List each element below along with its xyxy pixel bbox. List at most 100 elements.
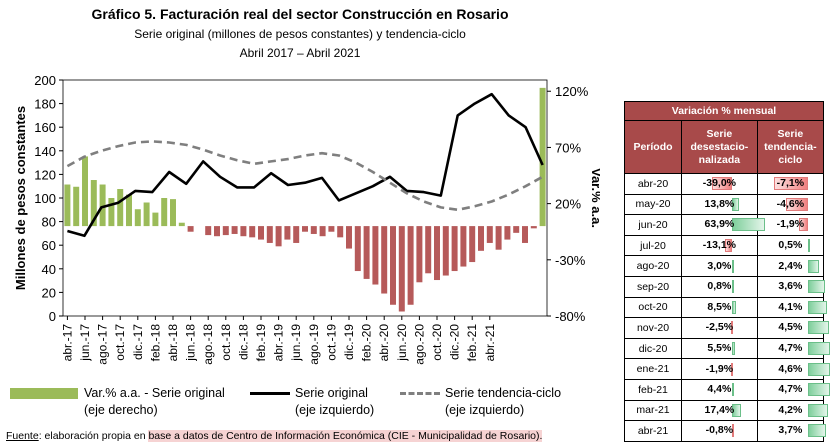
bar-yoy bbox=[258, 226, 264, 240]
y2-tick-label: 120% bbox=[555, 84, 589, 99]
col-trend-header: Serie tendencia-ciclo bbox=[756, 120, 825, 174]
trend-databar bbox=[807, 239, 811, 253]
chart-title: Gráfico 5. Facturación real del sector C… bbox=[91, 6, 509, 22]
desest-databar bbox=[731, 362, 734, 376]
table-row: feb-21 4,4% 4,7% bbox=[624, 378, 831, 401]
bar-yoy bbox=[284, 226, 291, 240]
trend-databar bbox=[807, 403, 828, 417]
trend-value: -1,9% bbox=[776, 218, 805, 231]
desest-value: -2,5% bbox=[705, 321, 734, 334]
table-caption: Variación % mensual bbox=[624, 101, 824, 121]
desest-databar bbox=[711, 177, 732, 191]
row-desest: 13,8% bbox=[681, 193, 758, 216]
table-row: nov-20 -2,5% 4,5% bbox=[624, 317, 830, 339]
footer-label: Fuente bbox=[6, 430, 39, 442]
table-row: mar-21 17,4% 4,2% bbox=[624, 399, 828, 422]
y-tick-label: 40 bbox=[42, 262, 56, 277]
footer-text: : elaboración propia en bbox=[38, 430, 149, 442]
y2-tick-label: -30% bbox=[555, 253, 586, 268]
line-serie-original bbox=[67, 92, 544, 238]
row-desest: -0,8% bbox=[681, 420, 758, 442]
trend-value: 4,6% bbox=[778, 362, 803, 375]
x-tick-label: jun.-18 bbox=[184, 324, 198, 362]
row-trend: 4,7% bbox=[756, 378, 831, 401]
row-desest: 4,4% bbox=[681, 378, 758, 401]
bar-yoy bbox=[354, 226, 361, 272]
row-period: mar-21 bbox=[624, 399, 682, 422]
y-tick-label: 100 bbox=[34, 191, 56, 206]
desest-databar bbox=[725, 239, 732, 253]
row-period: ene-21 bbox=[624, 358, 682, 380]
col-desest-header: Serie desestacio-nalizada bbox=[681, 120, 758, 174]
table-row: abr-20 -39,0% -7,1% bbox=[624, 173, 825, 195]
row-period: feb-21 bbox=[624, 378, 682, 401]
y2-tick-label: -80% bbox=[555, 309, 586, 324]
bar-yoy bbox=[328, 226, 335, 232]
bar-yoy bbox=[64, 184, 71, 227]
x-tick-label: jun.-20 bbox=[395, 324, 409, 362]
desest-value: -13,1% bbox=[702, 239, 737, 252]
bar-yoy bbox=[170, 199, 176, 227]
trend-value: 3,6% bbox=[778, 280, 803, 293]
y-tick-label: 200 bbox=[34, 73, 56, 88]
trend-databar bbox=[807, 383, 831, 397]
legend-trend-label-2: (eje izquierdo) bbox=[445, 403, 525, 417]
x-tick-label: feb.-19 bbox=[254, 324, 268, 362]
row-trend: 2,4% bbox=[756, 255, 825, 277]
bar-yoy bbox=[73, 186, 80, 227]
trend-value: 4,5% bbox=[778, 321, 803, 334]
row-desest: -1,9% bbox=[681, 358, 758, 380]
bar-yoy bbox=[381, 226, 388, 294]
trend-databar bbox=[785, 197, 808, 211]
x-tick-label: oct.-18 bbox=[219, 324, 233, 361]
bar-yoy bbox=[187, 226, 194, 232]
bar-yoy bbox=[434, 226, 440, 281]
trend-databar bbox=[807, 300, 828, 314]
bar-yoy bbox=[126, 194, 132, 227]
table-row: sep-20 0,8% 3,6% bbox=[624, 275, 826, 298]
row-trend: 4,5% bbox=[756, 317, 830, 339]
row-period: jun-20 bbox=[624, 214, 682, 236]
row-trend: -4,6% bbox=[756, 193, 825, 216]
x-tick-label: ago.-20 bbox=[412, 324, 426, 365]
x-tick-label: abr.-21 bbox=[483, 324, 497, 362]
bar-yoy bbox=[214, 226, 220, 237]
desest-value: 17,4% bbox=[704, 403, 735, 416]
bar-yoy bbox=[134, 209, 141, 227]
x-tick-label: abr.-20 bbox=[377, 324, 391, 362]
combo-chart: 0 20 40 60 80 100 120 140 160 180 200 -80% -30% 20% 70… bbox=[13, 73, 600, 365]
row-trend: 3,7% bbox=[756, 420, 826, 442]
bar-yoy bbox=[310, 226, 317, 234]
x-tick-label: dic.-18 bbox=[236, 324, 250, 360]
desest-databar bbox=[732, 218, 765, 232]
bar-yoy bbox=[222, 226, 229, 236]
y-tick-label: 180 bbox=[34, 97, 56, 112]
bar-yoy bbox=[442, 226, 449, 276]
monthly-variation-table: Variación % mensual Período Serie desest… bbox=[624, 101, 831, 442]
row-desest: 63,9% bbox=[681, 214, 765, 236]
bar-yoy bbox=[425, 226, 432, 274]
trend-databar bbox=[773, 177, 808, 191]
legend-bar-label-2: (eje derecho) bbox=[84, 403, 158, 417]
x-tick-label: abr.-18 bbox=[166, 324, 180, 362]
table-row: jun-20 63,9% -1,9% bbox=[624, 214, 825, 236]
desest-value: -1,9% bbox=[705, 362, 734, 375]
row-period: dic-20 bbox=[624, 337, 682, 360]
legend-bar-label-1: Var.% a.a. - Serie original bbox=[84, 386, 225, 400]
legend-line-label-1: Serie original bbox=[295, 386, 368, 400]
trend-value: 4,7% bbox=[778, 383, 803, 396]
bar-yoy bbox=[486, 226, 493, 243]
x-tick-label: feb.-18 bbox=[148, 324, 162, 362]
desest-value: -39,0% bbox=[702, 177, 737, 190]
row-period: abr-21 bbox=[624, 420, 682, 442]
table-row: abr-21 -0,8% 3,7% bbox=[624, 420, 826, 442]
line-serie-tendencia bbox=[66, 140, 544, 212]
y2-tick-label: 20% bbox=[555, 197, 581, 212]
legend-trend-label-1: Serie tendencia-ciclo bbox=[445, 386, 562, 400]
footer-highlight: base a datos de Centro de Información Ec… bbox=[148, 430, 543, 442]
bar-yoy bbox=[372, 226, 379, 285]
row-period: sep-20 bbox=[624, 275, 682, 298]
row-period: jul-20 bbox=[624, 234, 682, 257]
y2-axis-title: Var.% a.a. bbox=[589, 168, 600, 228]
desest-databar bbox=[732, 259, 734, 273]
